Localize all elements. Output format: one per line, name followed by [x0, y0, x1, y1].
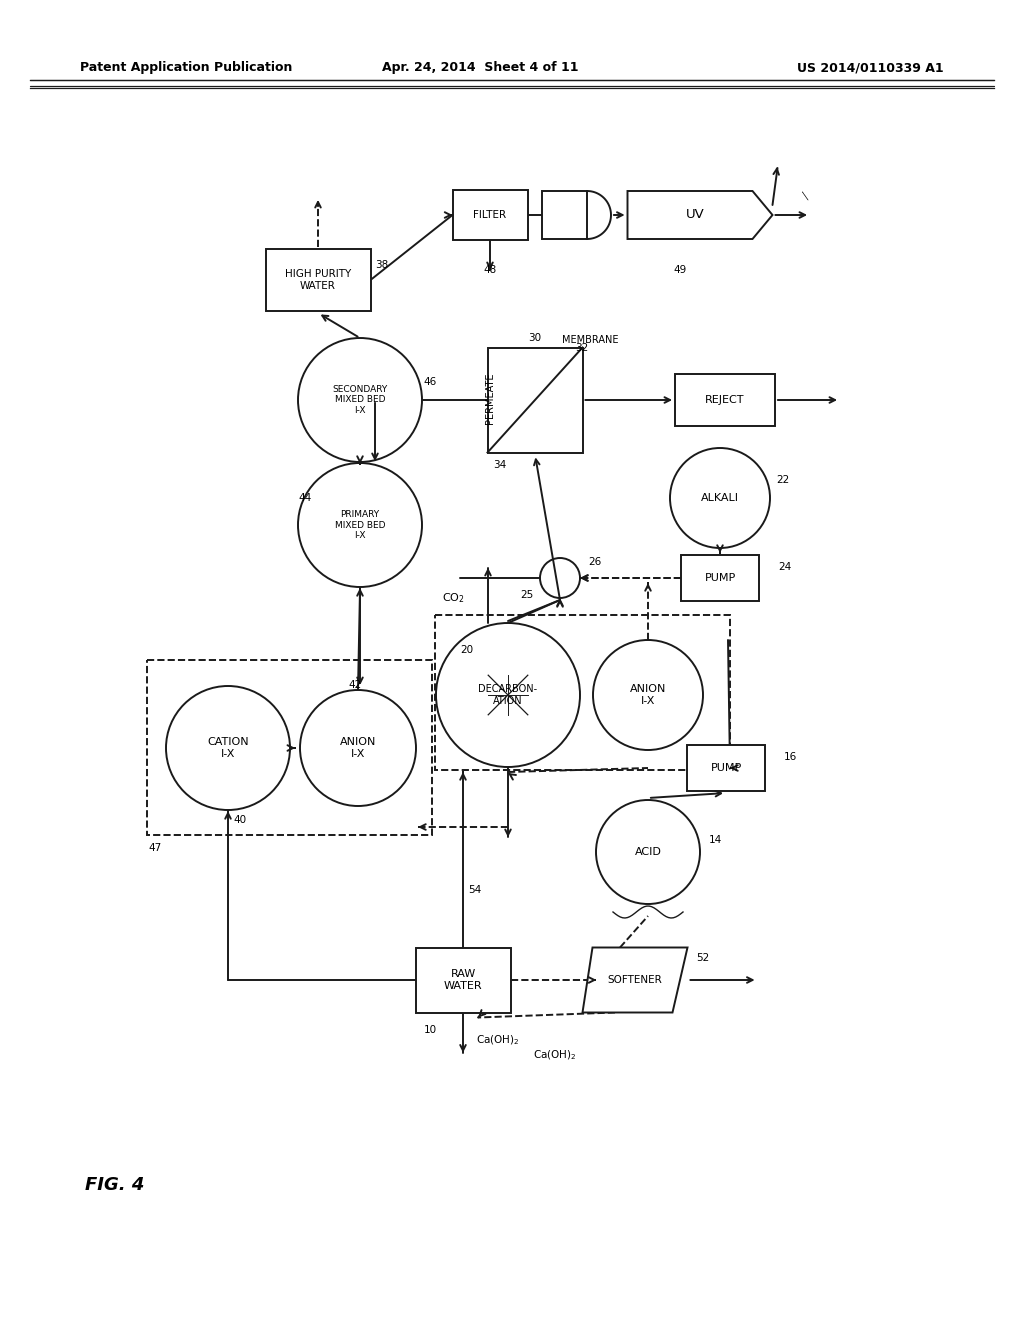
Text: Ca(OH)$_2$: Ca(OH)$_2$ [476, 1034, 520, 1047]
Text: 26: 26 [589, 557, 602, 568]
Circle shape [300, 690, 416, 807]
Text: FIG. 4: FIG. 4 [85, 1176, 144, 1195]
Circle shape [596, 800, 700, 904]
Bar [687, 744, 765, 791]
Bar [453, 190, 527, 240]
Bar [675, 374, 775, 426]
Circle shape [436, 623, 580, 767]
Text: PERMEATE: PERMEATE [485, 372, 495, 424]
Text: US 2014/0110339 A1: US 2014/0110339 A1 [798, 62, 944, 74]
Text: RAW
WATER: RAW WATER [443, 969, 482, 991]
Text: 49: 49 [674, 265, 687, 275]
Polygon shape [628, 191, 772, 239]
Circle shape [593, 640, 703, 750]
Circle shape [670, 447, 770, 548]
Bar [542, 191, 587, 239]
Circle shape [166, 686, 290, 810]
Text: CATION
I-X: CATION I-X [207, 737, 249, 759]
Text: FILTER: FILTER [473, 210, 507, 220]
Text: 10: 10 [424, 1026, 436, 1035]
Text: PUMP: PUMP [705, 573, 735, 583]
Bar [147, 660, 432, 836]
Text: CO$_2$: CO$_2$ [441, 591, 465, 605]
Text: 32: 32 [575, 343, 589, 352]
Text: |: | [801, 190, 809, 201]
Text: 20: 20 [461, 645, 473, 655]
Text: 22: 22 [776, 475, 790, 484]
Text: 14: 14 [709, 836, 722, 845]
Bar [416, 948, 511, 1012]
Text: 30: 30 [528, 333, 542, 343]
Text: 42: 42 [348, 680, 361, 690]
Bar [435, 615, 730, 770]
Circle shape [540, 558, 580, 598]
Text: PRIMARY
MIXED BED
I-X: PRIMARY MIXED BED I-X [335, 510, 385, 540]
Text: Apr. 24, 2014  Sheet 4 of 11: Apr. 24, 2014 Sheet 4 of 11 [382, 62, 579, 74]
Text: HIGH PURITY
WATER: HIGH PURITY WATER [285, 269, 351, 290]
Polygon shape [583, 948, 687, 1012]
Text: ALKALI: ALKALI [701, 492, 739, 503]
Bar [681, 554, 759, 601]
Text: 44: 44 [298, 492, 311, 503]
Text: Patent Application Publication: Patent Application Publication [80, 62, 293, 74]
Bar [265, 249, 371, 312]
Text: SOFTENER: SOFTENER [607, 975, 663, 985]
Text: ANION
I-X: ANION I-X [340, 737, 376, 759]
Text: 48: 48 [483, 265, 497, 275]
Text: 16: 16 [783, 752, 797, 762]
Text: 40: 40 [233, 814, 247, 825]
Text: 47: 47 [148, 843, 161, 853]
Text: ACID: ACID [635, 847, 662, 857]
Text: 46: 46 [423, 378, 436, 387]
Text: 34: 34 [494, 459, 507, 470]
Text: PUMP: PUMP [711, 763, 741, 774]
Text: REJECT: REJECT [706, 395, 744, 405]
Text: UV: UV [686, 209, 705, 222]
Text: 54: 54 [468, 884, 481, 895]
Circle shape [298, 463, 422, 587]
Text: MEMBRANE: MEMBRANE [562, 335, 618, 345]
Text: 24: 24 [778, 562, 792, 572]
Bar [487, 347, 583, 453]
Text: DECARBON-
ATION: DECARBON- ATION [478, 684, 538, 706]
Circle shape [298, 338, 422, 462]
Text: 52: 52 [696, 953, 710, 964]
Text: SECONDARY
MIXED BED
I-X: SECONDARY MIXED BED I-X [333, 385, 388, 414]
Text: ANION
I-X: ANION I-X [630, 684, 667, 706]
Text: Ca(OH)$_2$: Ca(OH)$_2$ [534, 1048, 577, 1061]
Text: 25: 25 [520, 590, 534, 601]
Text: 38: 38 [376, 260, 389, 271]
